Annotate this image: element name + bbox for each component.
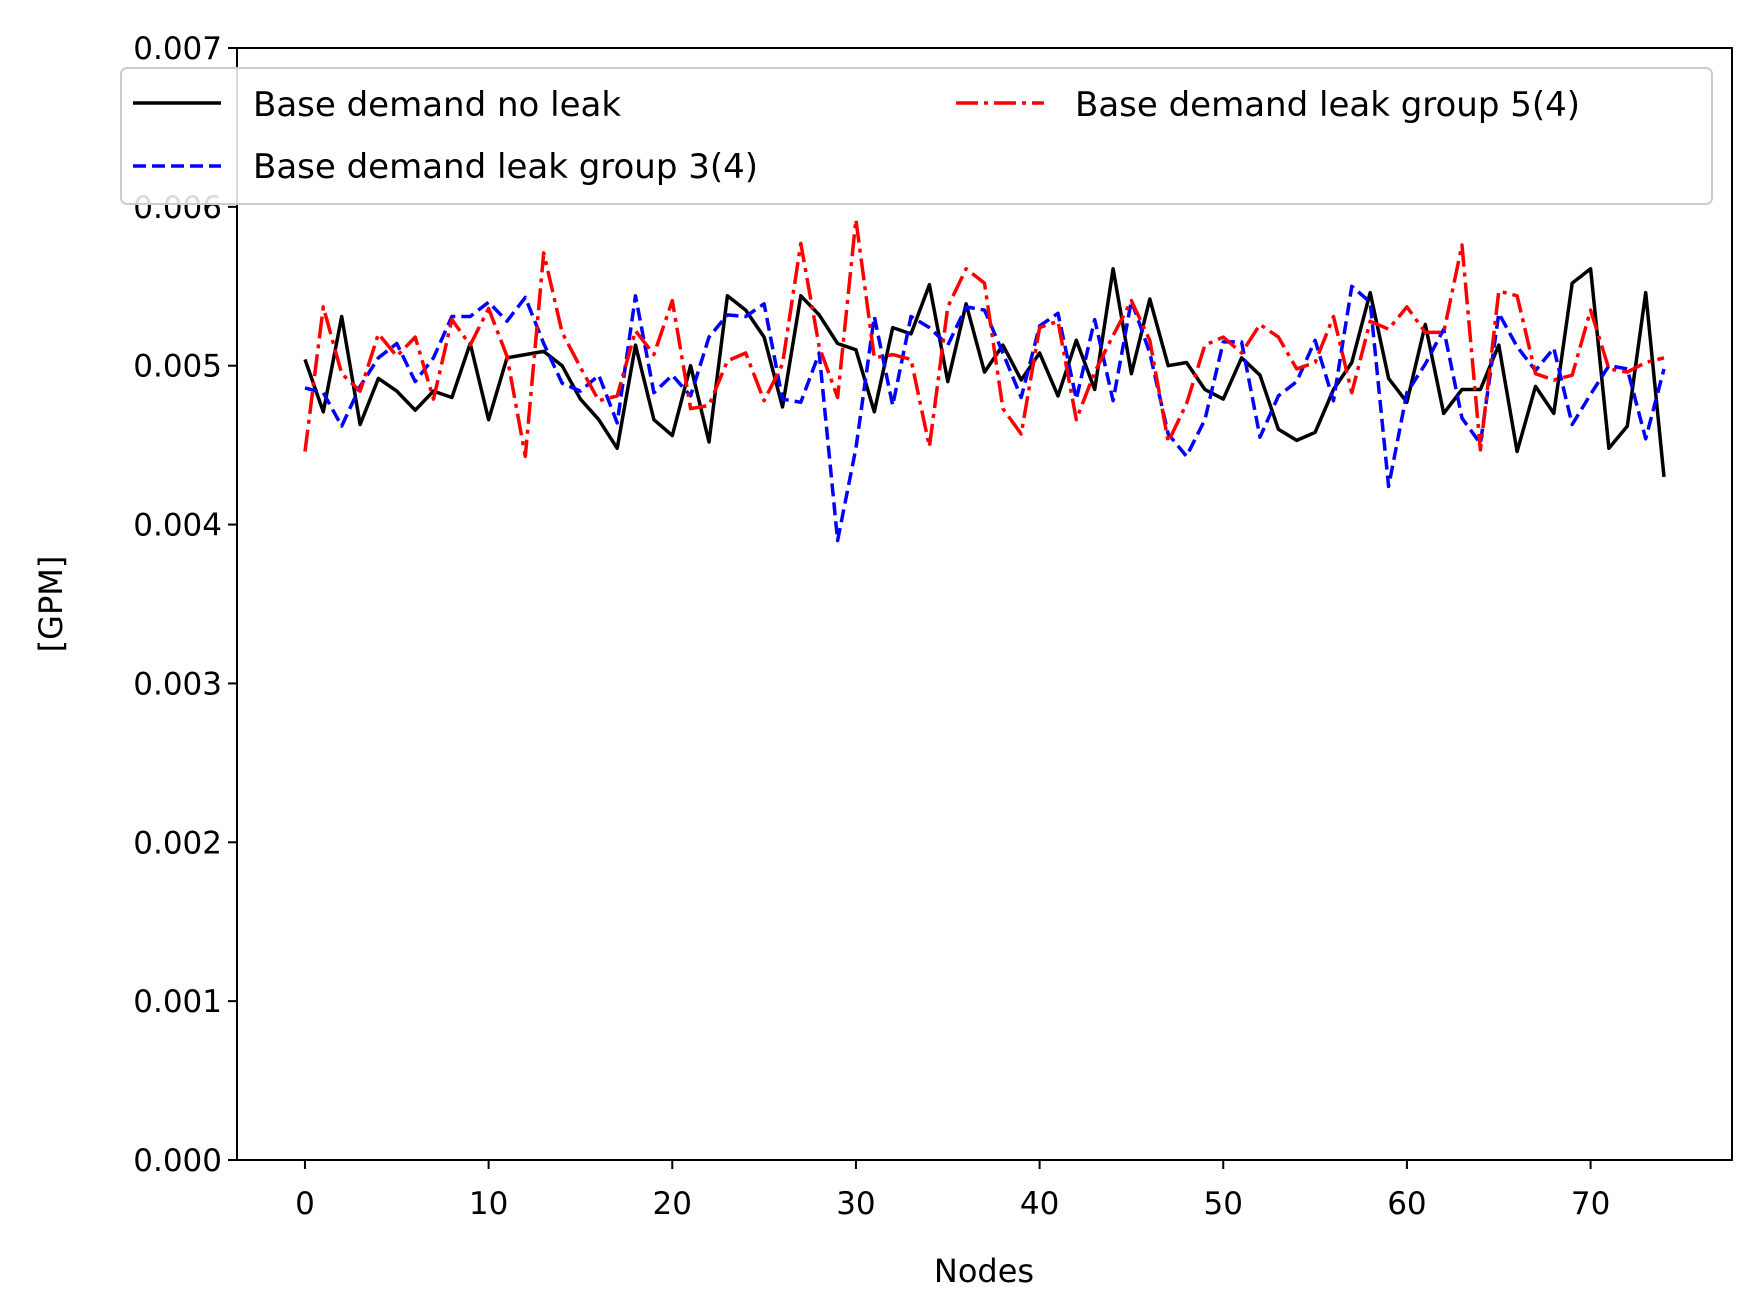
x-tick-label: 70 — [1571, 1186, 1610, 1222]
series-line-0 — [303, 267, 1666, 478]
y-tick-label: 0.007 — [133, 31, 222, 67]
x-axis-ticks: 0 10 20 30 40 50 60 70 — [295, 1160, 1610, 1222]
x-tick-label: 20 — [653, 1186, 692, 1222]
x-tick-label: 30 — [836, 1186, 875, 1222]
x-tick-label: 10 — [469, 1186, 508, 1222]
series-line-1 — [304, 284, 1666, 543]
x-axis-label: Nodes — [934, 1252, 1034, 1290]
y-tick-label: 0.000 — [133, 1143, 222, 1179]
y-tick-label: 0.002 — [133, 825, 222, 861]
legend-label-no-leak: Base demand no leak — [253, 85, 621, 125]
y-tick-label: 0.003 — [133, 666, 222, 702]
series-line-2 — [303, 217, 1665, 459]
legend-box — [120, 67, 1713, 205]
x-tick-label: 60 — [1387, 1186, 1426, 1222]
y-tick-label: 0.001 — [133, 984, 222, 1020]
y-tick-label: 0.004 — [133, 508, 222, 544]
x-tick-label: 50 — [1204, 1186, 1243, 1222]
legend-label-leak-group-3: Base demand leak group 3(4) — [253, 147, 758, 187]
x-tick-label: 0 — [295, 1186, 315, 1222]
plot-frame — [236, 47, 1733, 1161]
x-tick-label: 40 — [1020, 1186, 1059, 1222]
series-layer — [303, 217, 1666, 543]
legend-label-leak-group-5: Base demand leak group 5(4) — [1075, 85, 1580, 125]
y-tick-label: 0.005 — [133, 349, 222, 385]
legend: Base demand no leak Base demand leak gro… — [120, 67, 1713, 205]
y-axis-label: [GPM] — [32, 556, 70, 653]
